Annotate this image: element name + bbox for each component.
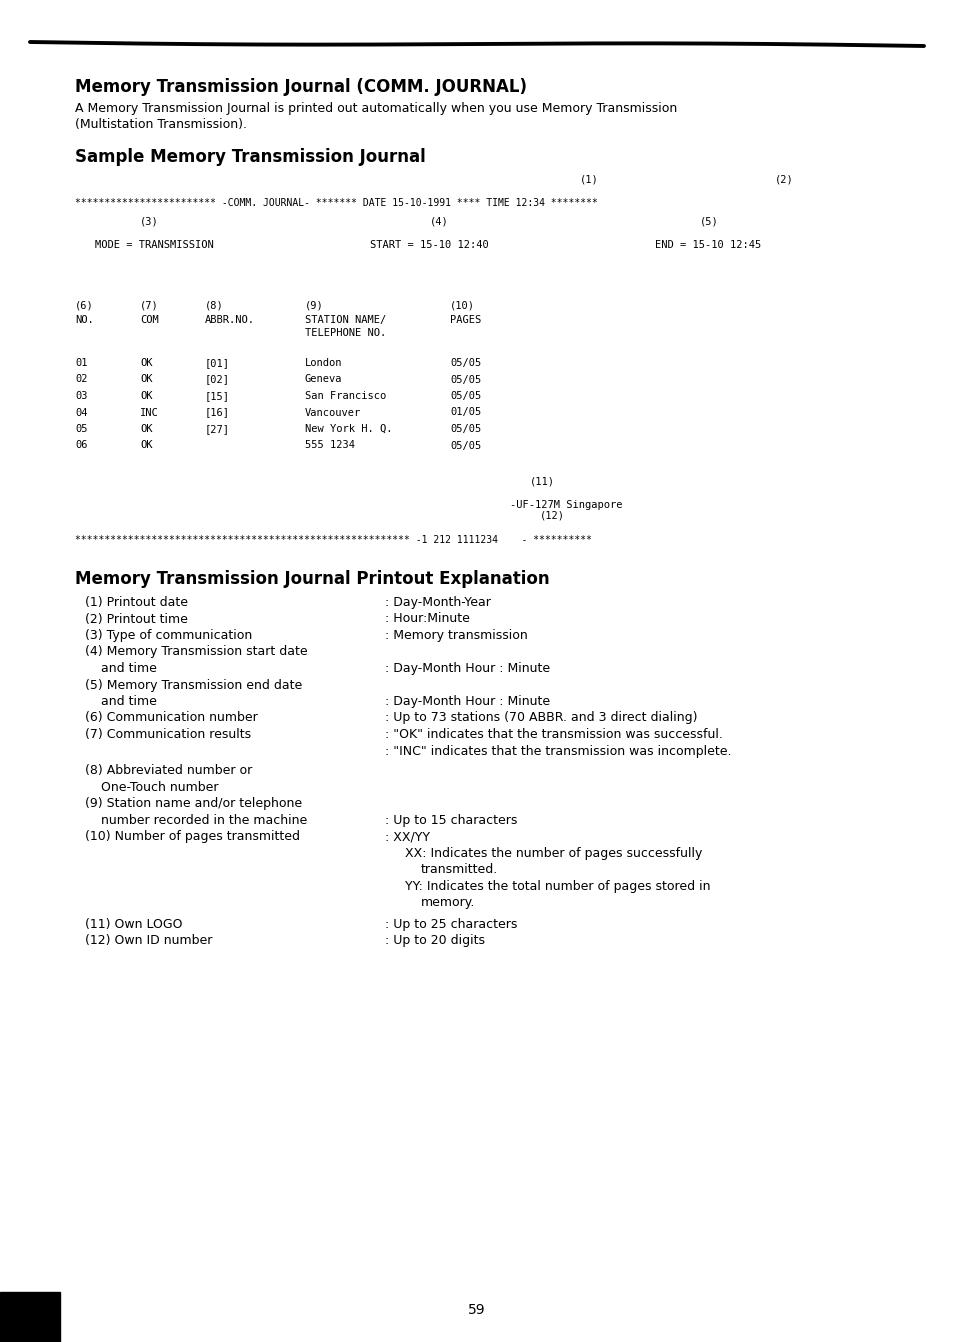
- Text: (5): (5): [700, 216, 718, 225]
- Text: Geneva: Geneva: [305, 374, 342, 385]
- Text: 05: 05: [75, 424, 88, 433]
- Text: (7) Communication results: (7) Communication results: [85, 727, 251, 741]
- Text: (10): (10): [450, 301, 475, 310]
- Text: STATION NAME/: STATION NAME/: [305, 315, 386, 325]
- Text: 05/05: 05/05: [450, 391, 480, 401]
- Text: XX: Indicates the number of pages successfully: XX: Indicates the number of pages succes…: [405, 847, 701, 860]
- Text: Vancouver: Vancouver: [305, 408, 361, 417]
- Text: 05/05: 05/05: [450, 424, 480, 433]
- Text: : Day-Month-Year: : Day-Month-Year: [385, 596, 491, 609]
- Text: (9) Station name and/or telephone: (9) Station name and/or telephone: [85, 797, 302, 811]
- Text: : Memory transmission: : Memory transmission: [385, 629, 527, 641]
- Text: 02: 02: [75, 374, 88, 385]
- Text: START = 15-10 12:40: START = 15-10 12:40: [370, 240, 488, 250]
- Text: (2) Printout time: (2) Printout time: [85, 612, 188, 625]
- Text: London: London: [305, 358, 342, 368]
- Text: 01: 01: [75, 358, 88, 368]
- Text: (11): (11): [530, 476, 555, 486]
- Text: (4) Memory Transmission start date: (4) Memory Transmission start date: [85, 646, 307, 659]
- Text: 04: 04: [75, 408, 88, 417]
- Text: ABBR.NO.: ABBR.NO.: [205, 315, 254, 325]
- Text: (1): (1): [579, 174, 598, 184]
- Text: OK: OK: [140, 391, 152, 401]
- Text: : Up to 73 stations (70 ABBR. and 3 direct dialing): : Up to 73 stations (70 ABBR. and 3 dire…: [385, 711, 697, 725]
- Text: : Up to 25 characters: : Up to 25 characters: [385, 918, 517, 931]
- Text: San Francisco: San Francisco: [305, 391, 386, 401]
- Text: ********************************************************* -1 212 1111234    - **: ****************************************…: [75, 535, 592, 545]
- Text: One-Touch number: One-Touch number: [101, 781, 218, 794]
- Text: Memory Transmission Journal (COMM. JOURNAL): Memory Transmission Journal (COMM. JOURN…: [75, 78, 526, 97]
- Text: 59: 59: [468, 1303, 485, 1317]
- Text: YY: Indicates the total number of pages stored in: YY: Indicates the total number of pages …: [405, 880, 710, 892]
- Text: 06: 06: [75, 440, 88, 451]
- Text: [15]: [15]: [205, 391, 230, 401]
- Text: [02]: [02]: [205, 374, 230, 385]
- Text: -UF-127M Singapore: -UF-127M Singapore: [510, 501, 622, 510]
- Text: (5) Memory Transmission end date: (5) Memory Transmission end date: [85, 679, 302, 691]
- Text: [01]: [01]: [205, 358, 230, 368]
- Text: : Day-Month Hour : Minute: : Day-Month Hour : Minute: [385, 695, 550, 709]
- Text: 05/05: 05/05: [450, 374, 480, 385]
- Text: and time: and time: [101, 695, 156, 709]
- Text: 01/05: 01/05: [450, 408, 480, 417]
- Text: : XX/YY: : XX/YY: [385, 831, 430, 843]
- Text: : Day-Month Hour : Minute: : Day-Month Hour : Minute: [385, 662, 550, 675]
- Text: : "INC" indicates that the transmission was incomplete.: : "INC" indicates that the transmission …: [385, 745, 731, 757]
- Text: and time: and time: [101, 662, 156, 675]
- Text: (12): (12): [539, 511, 564, 521]
- Text: (Multistation Transmission).: (Multistation Transmission).: [75, 118, 247, 132]
- Text: (6): (6): [75, 301, 93, 310]
- Text: 555 1234: 555 1234: [305, 440, 355, 451]
- Text: New York H. Q.: New York H. Q.: [305, 424, 392, 433]
- Text: : Up to 15 characters: : Up to 15 characters: [385, 813, 517, 827]
- Text: (11) Own LOGO: (11) Own LOGO: [85, 918, 182, 931]
- Text: OK: OK: [140, 440, 152, 451]
- Text: (8) Abbreviated number or: (8) Abbreviated number or: [85, 765, 252, 777]
- Text: COM: COM: [140, 315, 158, 325]
- Text: (12) Own ID number: (12) Own ID number: [85, 934, 213, 947]
- Text: (6) Communication number: (6) Communication number: [85, 711, 257, 725]
- Text: Sample Memory Transmission Journal: Sample Memory Transmission Journal: [75, 148, 425, 166]
- Text: INC: INC: [140, 408, 158, 417]
- Text: (3): (3): [140, 216, 158, 225]
- Text: OK: OK: [140, 424, 152, 433]
- Bar: [0, 1292, 60, 1342]
- Text: 05/05: 05/05: [450, 440, 480, 451]
- Text: NO.: NO.: [75, 315, 93, 325]
- Text: (2): (2): [774, 174, 793, 184]
- Text: [16]: [16]: [205, 408, 230, 417]
- Text: TELEPHONE NO.: TELEPHONE NO.: [305, 327, 386, 338]
- Text: (10) Number of pages transmitted: (10) Number of pages transmitted: [85, 831, 299, 843]
- Text: OK: OK: [140, 374, 152, 385]
- Text: (9): (9): [305, 301, 323, 310]
- Text: (7): (7): [140, 301, 158, 310]
- Text: OK: OK: [140, 358, 152, 368]
- Text: (3) Type of communication: (3) Type of communication: [85, 629, 252, 641]
- Text: memory.: memory.: [420, 896, 475, 910]
- Text: : Hour:Minute: : Hour:Minute: [385, 612, 470, 625]
- Text: MODE = TRANSMISSION: MODE = TRANSMISSION: [95, 240, 213, 250]
- Text: 05/05: 05/05: [450, 358, 480, 368]
- Text: : Up to 20 digits: : Up to 20 digits: [385, 934, 484, 947]
- Text: [27]: [27]: [205, 424, 230, 433]
- Text: A Memory Transmission Journal is printed out automatically when you use Memory T: A Memory Transmission Journal is printed…: [75, 102, 677, 115]
- Text: ************************ -COMM. JOURNAL- ******* DATE 15-10-1991 **** TIME 12:34: ************************ -COMM. JOURNAL-…: [75, 199, 598, 208]
- Text: transmitted.: transmitted.: [420, 863, 497, 876]
- Text: PAGES: PAGES: [450, 315, 480, 325]
- Text: : "OK" indicates that the transmission was successful.: : "OK" indicates that the transmission w…: [385, 727, 722, 741]
- Text: (8): (8): [205, 301, 224, 310]
- Text: (1) Printout date: (1) Printout date: [85, 596, 188, 609]
- Text: Memory Transmission Journal Printout Explanation: Memory Transmission Journal Printout Exp…: [75, 570, 549, 588]
- Text: 03: 03: [75, 391, 88, 401]
- Text: number recorded in the machine: number recorded in the machine: [101, 813, 307, 827]
- Text: (4): (4): [430, 216, 448, 225]
- Text: END = 15-10 12:45: END = 15-10 12:45: [655, 240, 760, 250]
